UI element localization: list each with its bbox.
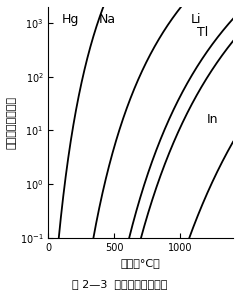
- Text: Hg: Hg: [62, 12, 79, 26]
- Y-axis label: 饱和蒸气压（毫）: 饱和蒸气压（毫）: [7, 96, 17, 149]
- Text: Li: Li: [191, 12, 201, 26]
- X-axis label: 温度（°C）: 温度（°C）: [121, 258, 161, 268]
- Text: Na: Na: [99, 12, 116, 26]
- Text: 图 2—3  不同金属的蒸气压: 图 2—3 不同金属的蒸气压: [72, 279, 168, 289]
- Text: In: In: [207, 113, 218, 126]
- Text: Tl: Tl: [198, 26, 209, 39]
